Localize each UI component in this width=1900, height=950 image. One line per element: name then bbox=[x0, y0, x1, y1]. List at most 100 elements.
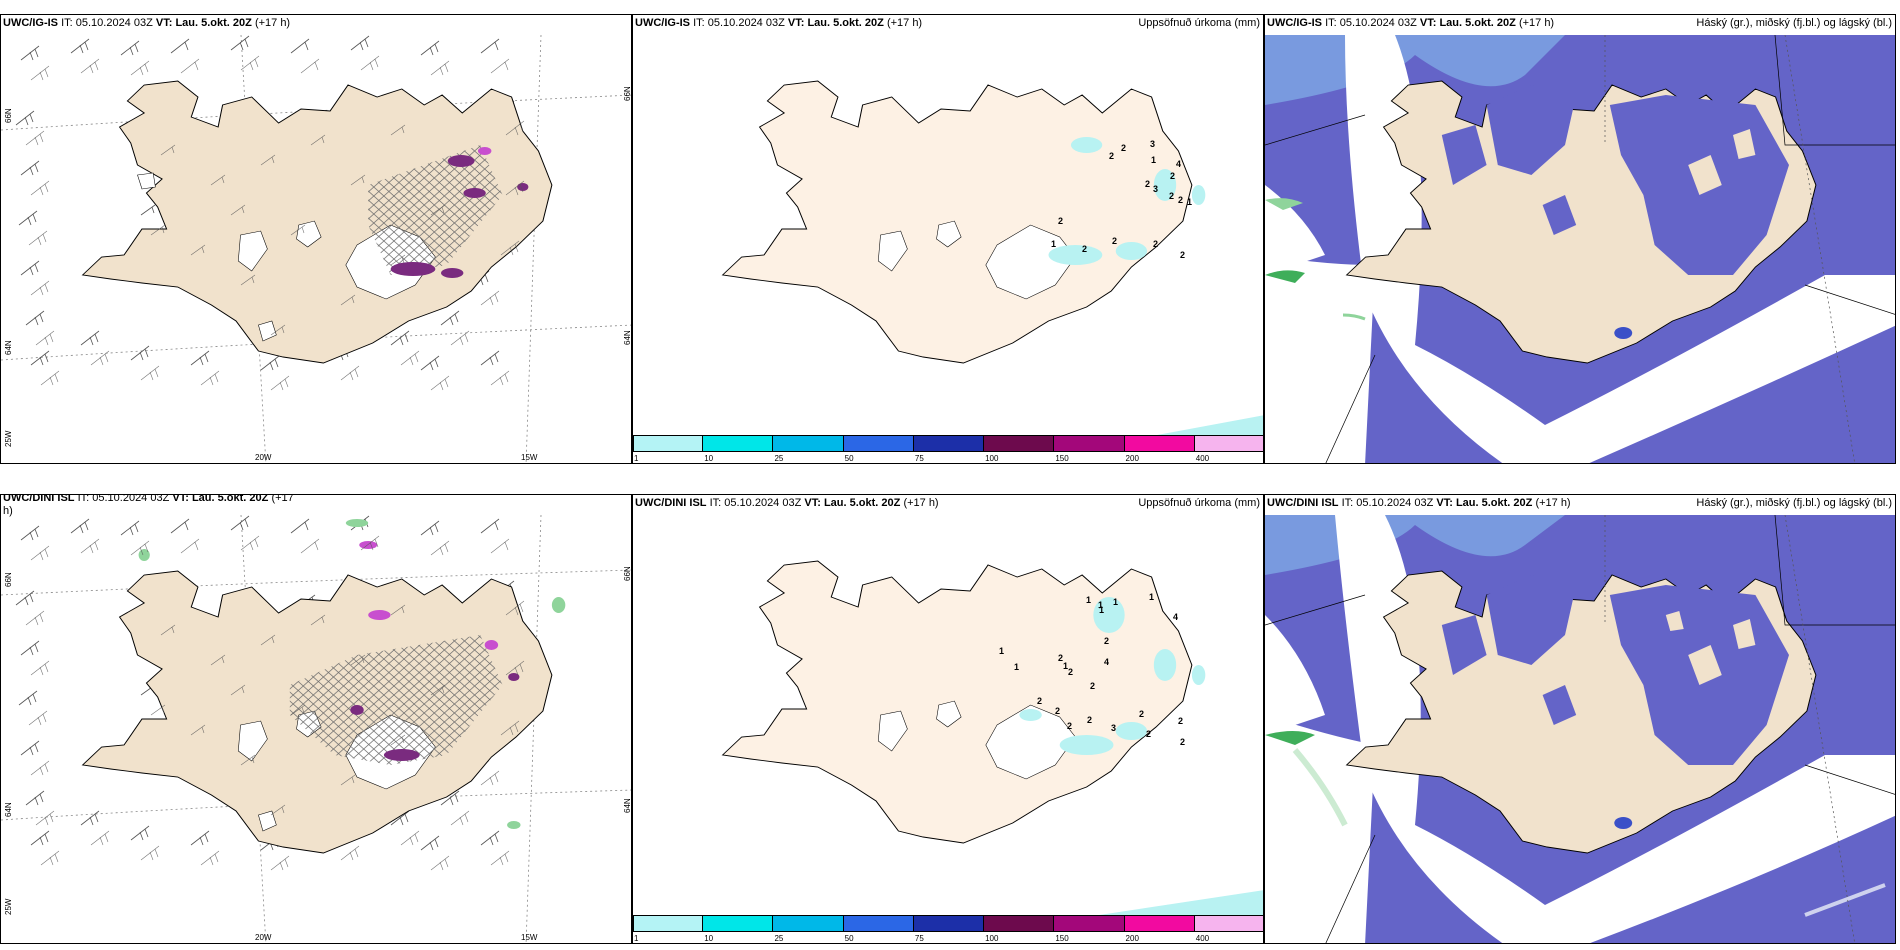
legend-tick-label: 75 bbox=[914, 934, 924, 943]
legend-color-cell bbox=[1194, 435, 1263, 452]
precip-value-label: 1 bbox=[1149, 592, 1154, 602]
panel-title-row2-wind: UWC/DINI ISL IT: 05.10.2024 03Z VT: Lau.… bbox=[3, 494, 323, 518]
vt-label: VT: bbox=[155, 17, 173, 29]
precip-value-label: 2 bbox=[1153, 239, 1158, 249]
precip-value-label: 2 bbox=[1087, 715, 1092, 725]
wind-map-panel-row1: UWC/IG-IS IT: 05.10.2024 03Z VT: Lau. 5.… bbox=[0, 14, 632, 464]
precip-value-label: 1 bbox=[1014, 662, 1019, 672]
legend-color-cell bbox=[1124, 915, 1195, 932]
legend-color-cell bbox=[1124, 435, 1195, 452]
precip-value-label: 3 bbox=[1150, 139, 1155, 149]
legend-tick-label: 150 bbox=[1055, 454, 1069, 463]
it-value: 05.10.2024 03Z bbox=[1339, 17, 1417, 29]
precip-value-label: 2 bbox=[1037, 696, 1042, 706]
precip-value-label: 4 bbox=[1173, 612, 1178, 622]
precip-value-label: 2 bbox=[1112, 236, 1117, 246]
it-label: IT: bbox=[61, 17, 73, 29]
legend-color-cell bbox=[773, 435, 844, 452]
precip-value-label: 2 bbox=[1170, 171, 1175, 181]
it-label: IT: bbox=[693, 17, 705, 29]
legend-tick-label: 200 bbox=[1125, 454, 1139, 463]
lon-label-15w: 15W bbox=[521, 453, 538, 462]
precip-title: Uppsöfnuð úrkoma (mm) bbox=[1138, 497, 1260, 509]
lat-label-right-64n: 64N bbox=[623, 798, 632, 813]
legend-color-cell bbox=[703, 435, 774, 452]
legend-color-cell bbox=[843, 435, 914, 452]
precip-value-label: 4 bbox=[1104, 657, 1109, 667]
precip-value-label: 1 bbox=[1086, 595, 1091, 605]
precip-map-row2: 111124111212242222322222 bbox=[722, 560, 1263, 933]
precip-value-label: 1 bbox=[1187, 197, 1192, 207]
precip-value-label: 3 bbox=[1153, 184, 1158, 194]
it-value: 05.10.2024 03Z bbox=[92, 494, 170, 504]
wind-map-row2 bbox=[1, 514, 631, 943]
legend-tick-label: 100 bbox=[985, 454, 999, 463]
precip-value-label: 2 bbox=[1146, 729, 1151, 739]
legend-color-cell bbox=[1194, 915, 1263, 932]
it-label: IT: bbox=[1325, 17, 1337, 29]
panel-title-row2-cloud: UWC/DINI ISL IT: 05.10.2024 03Z VT: Lau.… bbox=[1267, 497, 1571, 510]
it-label: IT: bbox=[77, 494, 90, 504]
panel-title-row2-precip: UWC/DINI ISL IT: 05.10.2024 03Z VT: Lau.… bbox=[635, 497, 939, 510]
precip-value-label: 1 bbox=[1151, 155, 1156, 165]
it-label: IT: bbox=[709, 497, 722, 509]
legend-color-cell bbox=[913, 915, 985, 932]
legend-tick-label: 25 bbox=[774, 934, 784, 943]
cloud-map-row2 bbox=[1265, 514, 1895, 943]
precip-value-label: 1 bbox=[1051, 239, 1056, 249]
legend-tick-label: 1 bbox=[634, 934, 639, 943]
precip-value-label: 2 bbox=[1104, 636, 1109, 646]
it-value: 05.10.2024 03Z bbox=[1356, 497, 1434, 509]
legend-color-cell bbox=[633, 435, 704, 452]
model-name: UWC/DINI ISL bbox=[3, 494, 75, 504]
precip-value-label: 2 bbox=[1178, 716, 1183, 726]
legend-tick-label: 50 bbox=[844, 454, 854, 463]
lead-time: (+17 h) bbox=[1518, 17, 1555, 29]
precip-value-label: 2 bbox=[1139, 709, 1144, 719]
precip-value-label: 1 bbox=[1098, 600, 1103, 610]
model-name: UWC/IG-IS bbox=[635, 17, 690, 29]
lon-label-20w: 20W bbox=[255, 453, 272, 462]
legend-tick-label: 200 bbox=[1125, 934, 1139, 943]
model-name: UWC/DINI ISL bbox=[635, 497, 707, 509]
legend-tick-label: 25 bbox=[774, 454, 784, 463]
precip-value-label: 2 bbox=[1145, 179, 1150, 189]
lead-time: (+17 h) bbox=[1535, 497, 1571, 509]
precip-value-label: 2 bbox=[1180, 250, 1185, 260]
legend-color-cell bbox=[984, 915, 1055, 932]
precip-value-label: 1 bbox=[999, 646, 1004, 656]
precip-map-panel-row2: 111124111212242222322222 UWC/DINI ISL IT… bbox=[632, 494, 1264, 944]
cloud-title: Háský (gr.), miðský (fj.bl.) og lágský (… bbox=[1696, 17, 1892, 29]
cloud-title: Háský (gr.), miðský (fj.bl.) og lágský (… bbox=[1696, 497, 1892, 509]
lon-label-15w: 15W bbox=[521, 933, 538, 942]
wind-map-row1 bbox=[1, 34, 631, 463]
it-value: 05.10.2024 03Z bbox=[75, 17, 153, 29]
legend-tick-label: 100 bbox=[985, 934, 999, 943]
cloud-map-row1 bbox=[1265, 34, 1895, 463]
lead-time-wrap-2: h) bbox=[3, 505, 13, 517]
lat-label-64n: 64N bbox=[4, 802, 13, 817]
lead-time: (+17 h) bbox=[903, 497, 939, 509]
legend-tick-label: 150 bbox=[1055, 934, 1069, 943]
precip-value-label: 1 bbox=[1113, 597, 1118, 607]
lon-label-20w: 20W bbox=[255, 933, 272, 942]
cloud-map-panel-row1: UWC/IG-IS IT: 05.10.2024 03Z VT: Lau. 5.… bbox=[1264, 14, 1896, 464]
precip-value-label: 1 bbox=[1063, 661, 1068, 671]
precip-legend-row2: 1 10 25 50 75 100 150 200 400 bbox=[633, 915, 1263, 943]
legend-color-cell bbox=[633, 915, 704, 932]
lat-label-64n: 64N bbox=[4, 340, 13, 355]
legend-tick-label: 400 bbox=[1195, 454, 1210, 463]
precip-value-label: 2 bbox=[1068, 667, 1073, 677]
it-value: 05.10.2024 03Z bbox=[707, 17, 785, 29]
legend-color-cell bbox=[913, 435, 985, 452]
model-name: UWC/IG-IS bbox=[1267, 17, 1322, 29]
legend-tick-label: 75 bbox=[914, 454, 924, 463]
legend-tick-label: 400 bbox=[1195, 934, 1210, 943]
vt-label: VT: bbox=[1436, 497, 1453, 509]
precip-legend-row1: 1 10 25 50 75 100 150 200 400 bbox=[633, 435, 1263, 463]
precip-value-label: 2 bbox=[1169, 191, 1174, 201]
precip-value-label: 1 bbox=[1099, 605, 1104, 615]
